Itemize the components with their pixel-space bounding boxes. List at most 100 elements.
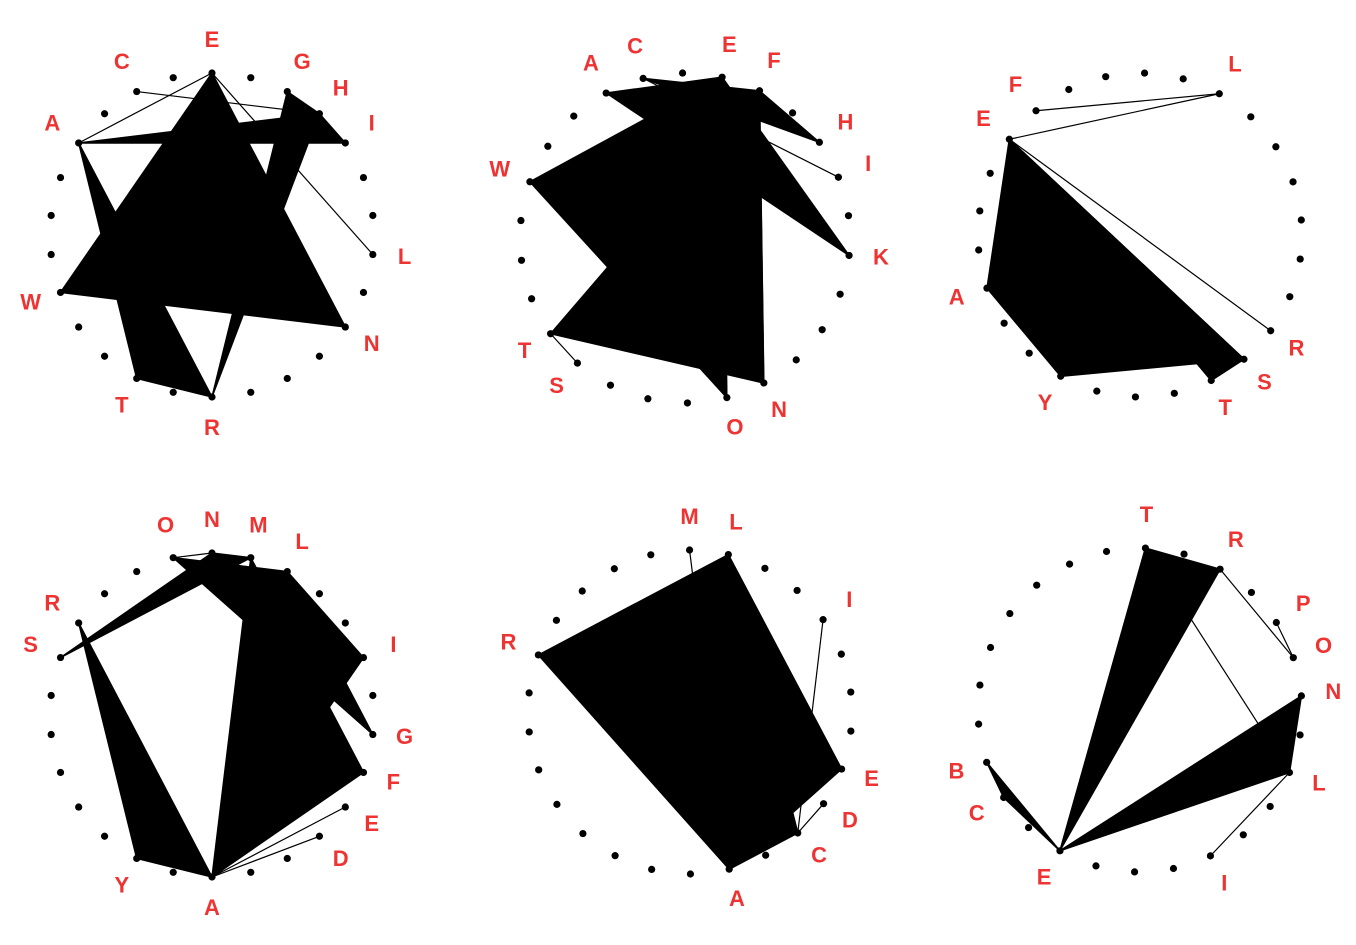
point-label: L xyxy=(295,529,308,554)
point xyxy=(56,768,65,777)
point xyxy=(100,110,109,118)
labeled-point xyxy=(283,87,291,96)
labeled-point xyxy=(1141,544,1150,552)
point xyxy=(1239,831,1247,839)
labeled-point xyxy=(725,865,733,873)
labeled-point xyxy=(685,546,694,554)
point xyxy=(535,766,543,774)
circle-diagram-2: E F HI K N O ST W A C xyxy=(489,32,889,440)
point-label: E xyxy=(1037,864,1052,889)
labeled-point xyxy=(208,393,216,401)
point-label: D xyxy=(333,846,349,871)
point xyxy=(169,868,177,876)
point xyxy=(1179,75,1187,83)
point-label: P xyxy=(1296,591,1311,616)
point xyxy=(528,295,536,303)
point-label: R xyxy=(1228,527,1244,552)
point xyxy=(986,643,995,652)
chord-line xyxy=(1008,138,1272,332)
labeled-point xyxy=(208,873,216,881)
point-label: F xyxy=(767,48,780,73)
point xyxy=(1102,73,1110,81)
labeled-point xyxy=(760,379,768,387)
filled-triangle xyxy=(642,77,820,144)
point xyxy=(553,800,561,808)
point xyxy=(606,381,615,389)
labeled-point xyxy=(247,554,255,562)
point-label: I xyxy=(390,632,396,657)
point xyxy=(369,211,377,220)
point xyxy=(611,852,619,860)
point-label: I xyxy=(1221,871,1227,896)
point xyxy=(315,590,324,598)
chord-line xyxy=(550,333,578,364)
point xyxy=(1006,609,1014,618)
labeled-point xyxy=(819,616,827,624)
chord-line xyxy=(1035,93,1220,112)
point xyxy=(133,567,141,576)
point-label: T xyxy=(518,338,532,363)
point xyxy=(1000,319,1008,327)
labeled-point xyxy=(1032,107,1040,115)
labeled-point xyxy=(369,730,377,739)
labeled-point xyxy=(819,800,828,808)
labeled-point xyxy=(56,288,65,297)
point-label: T xyxy=(1219,395,1233,420)
point xyxy=(341,619,349,627)
point xyxy=(570,112,578,120)
point-label: G xyxy=(396,724,413,749)
point-label: E xyxy=(864,766,879,791)
labeled-point xyxy=(369,250,377,259)
labeled-point xyxy=(1056,847,1064,855)
point xyxy=(525,689,533,697)
point-label: R xyxy=(500,630,516,655)
labeled-point xyxy=(1297,692,1305,700)
labeled-point xyxy=(1215,90,1223,98)
point xyxy=(986,169,994,177)
labeled-point xyxy=(845,251,853,260)
point xyxy=(525,728,533,736)
filled-triangle xyxy=(60,552,254,659)
point-label: A xyxy=(44,111,60,136)
point-label: O xyxy=(157,512,174,537)
chord-line xyxy=(211,571,288,878)
point-label: A xyxy=(204,895,220,920)
chord-line xyxy=(1009,93,1220,140)
point xyxy=(793,586,801,595)
point-label: L xyxy=(398,244,411,269)
point xyxy=(836,290,844,298)
point xyxy=(47,691,55,700)
labeled-point xyxy=(1057,372,1065,380)
point-label: T xyxy=(1140,502,1154,527)
point-label: O xyxy=(726,414,743,439)
point xyxy=(1170,389,1178,397)
chord-line xyxy=(211,806,346,878)
labeled-point xyxy=(359,768,368,777)
point xyxy=(517,256,526,264)
point xyxy=(579,829,587,838)
point xyxy=(369,691,377,700)
point-label: L xyxy=(729,509,742,534)
filled-triangle xyxy=(1059,694,1303,852)
filled-triangle xyxy=(986,139,1062,377)
point xyxy=(1180,550,1188,558)
chord-line xyxy=(211,72,374,255)
filled-triangle xyxy=(1008,138,1246,382)
point xyxy=(1065,560,1074,568)
filled-triangle xyxy=(211,90,321,398)
labeled-point xyxy=(1207,376,1215,385)
point-label: I xyxy=(846,587,852,612)
point xyxy=(837,650,845,658)
labeled-point xyxy=(1289,654,1297,662)
labeled-point xyxy=(1240,355,1248,363)
point-label: I xyxy=(865,151,871,176)
point-label: S xyxy=(1257,370,1272,395)
point xyxy=(1140,69,1149,77)
point-label: F xyxy=(1009,72,1022,97)
labeled-point xyxy=(1285,768,1294,777)
chord-line xyxy=(173,552,213,559)
chord-line xyxy=(727,554,843,770)
labeled-point xyxy=(1267,327,1275,335)
point-label: B xyxy=(948,758,964,783)
point-label: L xyxy=(1228,52,1241,77)
